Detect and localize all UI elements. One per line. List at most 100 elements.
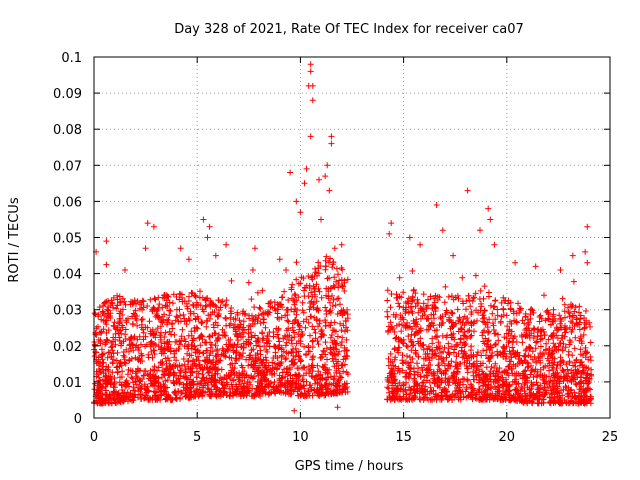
data-point xyxy=(174,363,181,370)
data-point xyxy=(587,357,594,364)
data-point xyxy=(109,369,116,376)
data-point xyxy=(328,381,335,388)
data-point xyxy=(417,396,424,403)
data-point xyxy=(263,357,270,364)
data-point xyxy=(283,349,290,356)
data-point xyxy=(557,395,564,402)
y-tick-label: 0.05 xyxy=(53,232,82,247)
data-point xyxy=(544,362,551,369)
data-point xyxy=(322,377,329,383)
data-point xyxy=(301,364,308,371)
data-point xyxy=(281,288,288,295)
data-point xyxy=(472,290,479,297)
data-point xyxy=(478,300,484,307)
data-point xyxy=(156,301,163,308)
data-point xyxy=(308,313,315,320)
data-point xyxy=(107,392,114,399)
data-point xyxy=(236,355,242,362)
data-point xyxy=(395,335,402,342)
data-point xyxy=(178,333,185,340)
data-point xyxy=(127,301,134,308)
data-point xyxy=(293,297,300,304)
data-point xyxy=(144,303,151,309)
data-point xyxy=(489,352,495,359)
data-point xyxy=(491,241,498,248)
data-point xyxy=(234,311,241,318)
data-point xyxy=(344,311,351,318)
data-point xyxy=(265,390,272,397)
data-point xyxy=(166,328,173,335)
data-point xyxy=(412,347,419,354)
data-point xyxy=(417,373,424,380)
data-point xyxy=(167,347,174,354)
data-point xyxy=(539,376,546,383)
data-point xyxy=(442,283,449,290)
data-point xyxy=(298,390,305,397)
data-point xyxy=(306,382,313,389)
data-point xyxy=(387,350,394,357)
data-point xyxy=(167,308,174,314)
data-point xyxy=(562,314,568,321)
data-point xyxy=(333,346,340,353)
data-point xyxy=(437,368,444,374)
data-point xyxy=(329,327,336,334)
data-point xyxy=(264,369,271,376)
data-point xyxy=(133,373,140,380)
data-point xyxy=(391,384,397,391)
data-point xyxy=(283,327,290,334)
data-point xyxy=(451,336,458,343)
data-point xyxy=(324,370,331,377)
data-point xyxy=(283,307,290,313)
data-point xyxy=(114,349,121,356)
data-point xyxy=(188,389,195,395)
data-point xyxy=(238,393,244,400)
data-point xyxy=(284,312,291,318)
data-point xyxy=(139,352,145,359)
data-point xyxy=(501,391,508,398)
data-point xyxy=(538,400,545,407)
data-point xyxy=(292,292,299,299)
data-point xyxy=(290,361,297,368)
data-point xyxy=(168,321,175,328)
data-point xyxy=(565,309,572,316)
data-point xyxy=(329,303,336,309)
data-point xyxy=(580,367,587,374)
data-point xyxy=(458,325,465,332)
data-point xyxy=(436,353,443,360)
data-point xyxy=(487,368,494,375)
data-point xyxy=(210,321,217,328)
data-point xyxy=(549,318,556,325)
data-point xyxy=(330,282,337,289)
y-tick-label: 0.03 xyxy=(53,304,82,319)
data-point xyxy=(569,326,576,333)
data-point xyxy=(283,355,290,362)
data-point xyxy=(454,292,461,299)
data-point xyxy=(218,366,225,373)
data-point xyxy=(468,352,474,359)
data-point xyxy=(560,378,567,384)
data-point xyxy=(314,305,321,311)
data-point xyxy=(545,316,552,322)
data-point xyxy=(259,359,266,366)
data-point xyxy=(534,386,541,393)
data-point xyxy=(108,297,115,304)
data-point xyxy=(189,301,196,308)
data-point xyxy=(133,301,139,307)
data-point xyxy=(334,404,341,411)
data-point xyxy=(537,343,544,350)
data-point xyxy=(284,365,291,372)
data-point xyxy=(170,291,177,298)
data-point xyxy=(248,362,255,369)
data-point xyxy=(416,396,423,402)
data-point xyxy=(202,303,209,310)
data-point xyxy=(418,364,425,371)
data-point xyxy=(500,343,507,350)
data-point xyxy=(104,376,111,383)
data-point xyxy=(325,288,332,295)
data-point xyxy=(252,360,259,367)
data-point xyxy=(557,315,564,322)
data-point xyxy=(420,379,427,386)
data-point xyxy=(409,268,416,274)
data-point xyxy=(436,345,443,352)
data-point xyxy=(144,371,151,377)
